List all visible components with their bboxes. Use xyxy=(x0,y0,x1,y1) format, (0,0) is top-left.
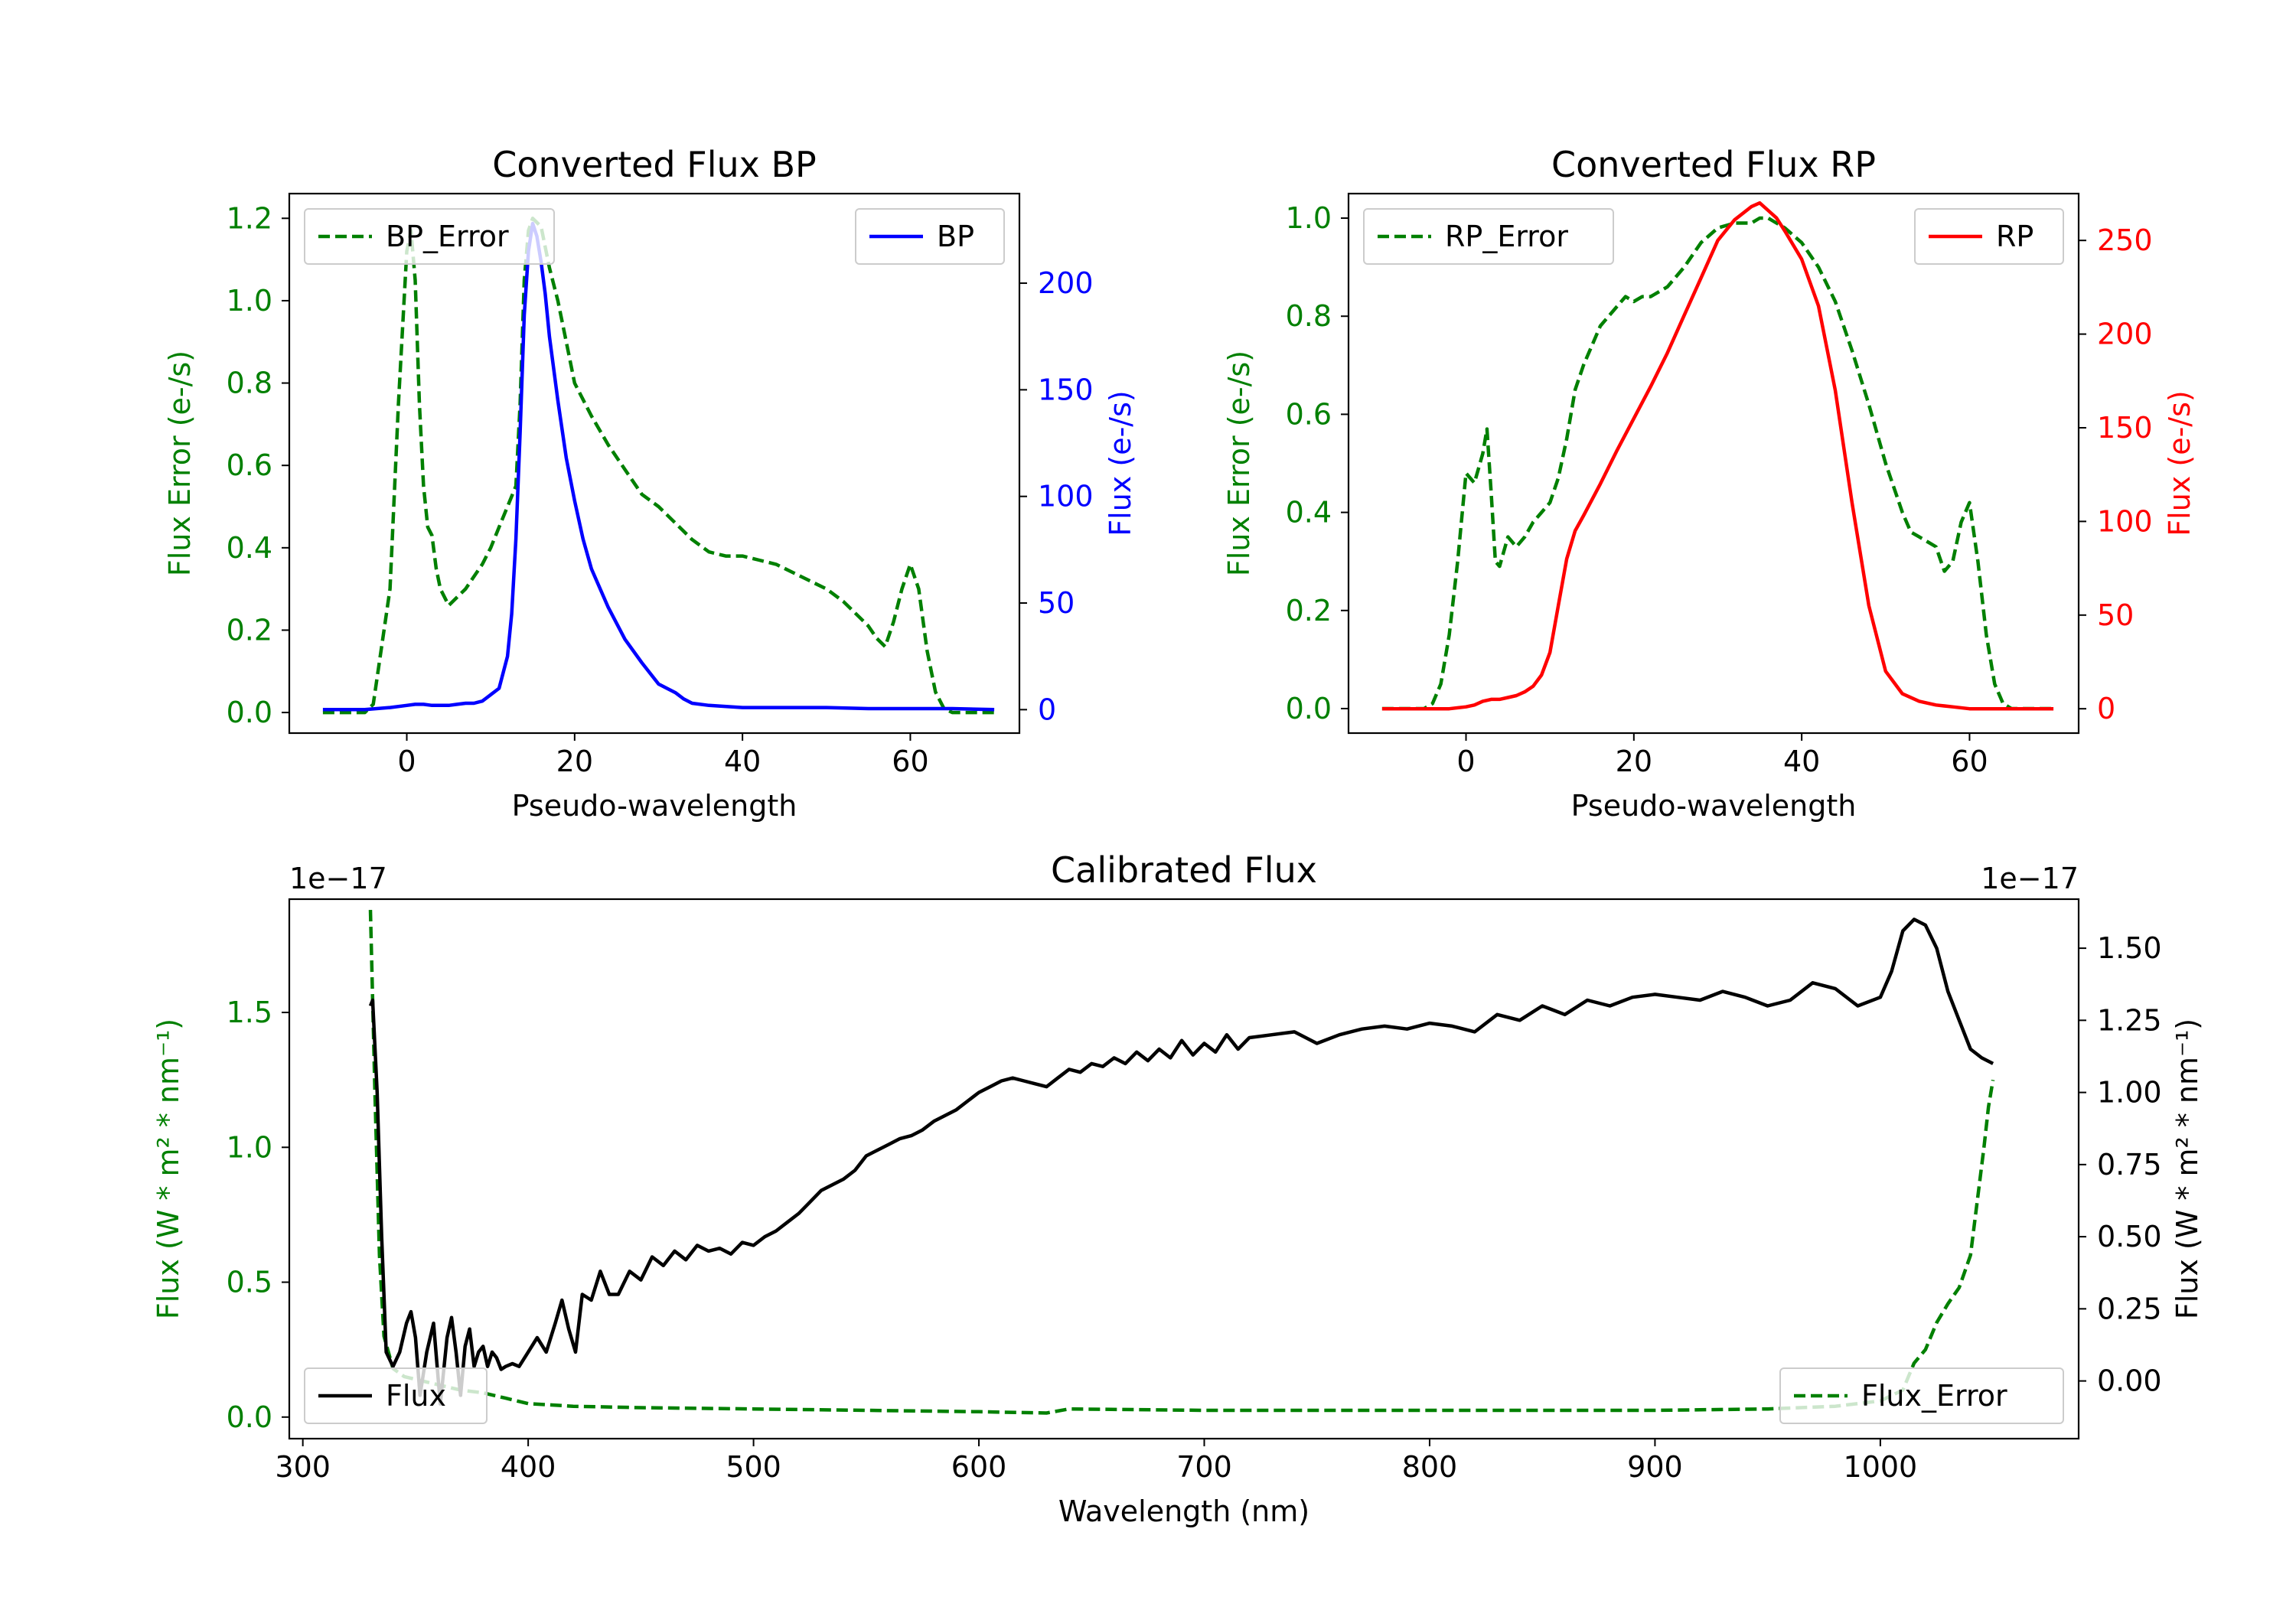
y-left-tick-label: 0.0 xyxy=(1286,692,1332,725)
y-left-tick-label: 1.5 xyxy=(227,996,272,1029)
legend-flux-error: Flux_Error xyxy=(1779,1367,2064,1424)
y-right-tick-label: 250 xyxy=(2097,223,2153,257)
y-left-tick-label: 0.2 xyxy=(1286,594,1332,627)
y-right-tick-label: 0 xyxy=(1038,693,1056,726)
legend-flux: Flux xyxy=(304,1367,488,1424)
legend-box xyxy=(1363,208,1614,265)
legend-label: RP_Error xyxy=(1445,220,1568,253)
y-right-tick-label: 0.25 xyxy=(2097,1292,2162,1325)
y-left-tick-label: 0.8 xyxy=(227,367,272,400)
y-right-tick-label: 150 xyxy=(2097,411,2153,445)
chart-3: 300 400 500 600 700 800 900 1000 0.0 0.5 1.0 1.5 0.0… xyxy=(152,849,2204,1528)
y-right-tick-label: 0.50 xyxy=(2097,1220,2162,1253)
x-tick-label: 1000 xyxy=(1844,1450,1918,1484)
series-line-rp xyxy=(1381,200,2054,711)
legend-label: BP xyxy=(937,220,974,253)
y-left-tick-label: 0.5 xyxy=(227,1266,272,1299)
y-left-tick-label: 1.0 xyxy=(227,284,272,318)
x-tick-label: 800 xyxy=(1402,1450,1458,1484)
legend-bp: BP xyxy=(855,208,1005,265)
chart-title: Converted Flux RP xyxy=(1551,144,1876,185)
y-right-tick-label: 0.00 xyxy=(2097,1364,2162,1398)
x-tick-label: 900 xyxy=(1627,1450,1683,1484)
x-tick-label: 40 xyxy=(1783,745,1820,778)
series-line-rp-error xyxy=(1381,216,2054,711)
series-line-bp-error xyxy=(322,217,995,715)
plot-frame xyxy=(1347,192,2080,735)
legend-rp-error: RP_Error xyxy=(1363,208,1614,265)
legend-box xyxy=(1914,208,2064,265)
legend-box xyxy=(1779,1367,2064,1424)
chart-2: 0 20 40 60 0.0 0.2 0.4 0.6 0.8 1.0 0 50 100 150 200 250… xyxy=(1222,144,2197,823)
y-right-tick-label: 0 xyxy=(2097,692,2115,725)
x-tick-label: 0 xyxy=(397,745,416,778)
legend-label: Flux xyxy=(386,1379,446,1413)
x-tick-label: 300 xyxy=(275,1450,331,1484)
y-right-axis-label: Flux (e-/s) xyxy=(1104,390,1137,536)
x-tick-label: 20 xyxy=(1616,745,1652,778)
y-left-tick-label: 0.0 xyxy=(227,1400,272,1434)
x-tick-label: 40 xyxy=(724,745,761,778)
legend-label: BP_Error xyxy=(386,220,509,253)
chart-title: Converted Flux BP xyxy=(492,144,817,185)
y-right-tick-label: 100 xyxy=(1038,480,1094,513)
y-left-tick-label: 1.0 xyxy=(1286,201,1332,235)
y-left-tick-label: 1.0 xyxy=(227,1130,272,1164)
legend-box xyxy=(304,1367,488,1424)
y-right-tick-label: 1.00 xyxy=(2097,1076,2162,1110)
y-right-tick-label: 50 xyxy=(1038,586,1075,620)
series-line-flux-error xyxy=(368,910,1995,1415)
chart-title: Calibrated Flux xyxy=(1051,849,1317,891)
x-tick-label: 500 xyxy=(726,1450,781,1484)
x-axis-label: Wavelength (nm) xyxy=(1058,1495,1309,1528)
x-tick-label: 60 xyxy=(892,745,928,778)
y-left-tick-label: 0.8 xyxy=(1286,299,1332,333)
series-line-flux xyxy=(368,918,1994,1407)
y-left-axis-label: Flux Error (e-/s) xyxy=(163,350,197,576)
x-axis-label: Pseudo-wavelength xyxy=(512,789,797,823)
x-axis-label: Pseudo-wavelength xyxy=(1571,789,1857,823)
y-left-tick-label: 0.2 xyxy=(227,613,272,647)
y-right-axis-label: Flux (e-/s) xyxy=(2163,390,2197,536)
legend-label: Flux_Error xyxy=(1861,1379,2007,1413)
legend-box xyxy=(855,208,1005,265)
y-right-tick-label: 1.50 xyxy=(2097,931,2162,965)
y-right-offset-text: 1e−17 xyxy=(1981,862,2079,895)
y-left-tick-label: 0.4 xyxy=(1286,496,1332,530)
y-left-axis-label: Flux (W * m² * nm⁻¹) xyxy=(152,1019,185,1319)
y-left-tick-label: 0.6 xyxy=(1286,397,1332,431)
legend-bp-error: BP_Error xyxy=(304,208,555,265)
y-right-tick-label: 200 xyxy=(2097,318,2153,351)
x-tick-label: 400 xyxy=(501,1450,556,1484)
x-tick-label: 600 xyxy=(951,1450,1007,1484)
y-left-offset-text: 1e−17 xyxy=(289,862,387,895)
plot-frame xyxy=(288,898,2080,1440)
x-tick-label: 700 xyxy=(1176,1450,1232,1484)
y-right-tick-label: 0.75 xyxy=(2097,1148,2162,1182)
y-left-tick-label: 1.2 xyxy=(227,201,272,235)
y-right-tick-label: 50 xyxy=(2097,598,2134,632)
chart-1: 0 20 40 60 0.0 0.2 0.4 0.6 0.8 1.0 1.2 0 50 100 150 200… xyxy=(163,144,1137,823)
legend-box xyxy=(304,208,555,265)
y-right-tick-label: 200 xyxy=(1038,266,1094,300)
y-left-tick-label: 0.6 xyxy=(227,448,272,482)
y-right-tick-label: 150 xyxy=(1038,373,1094,406)
x-tick-label: 20 xyxy=(556,745,593,778)
y-right-tick-label: 100 xyxy=(2097,504,2153,538)
y-right-axis-label: Flux (W * m² * nm⁻¹) xyxy=(2170,1019,2204,1319)
y-right-tick-label: 1.25 xyxy=(2097,1003,2162,1037)
y-left-tick-label: 0.0 xyxy=(227,696,272,729)
x-tick-label: 0 xyxy=(1456,745,1475,778)
x-tick-label: 60 xyxy=(1951,745,1988,778)
legend-rp: RP xyxy=(1914,208,2064,265)
legend-label: RP xyxy=(1996,220,2033,253)
plot-frame xyxy=(288,192,1021,735)
y-left-axis-label: Flux Error (e-/s) xyxy=(1222,350,1256,576)
y-left-tick-label: 0.4 xyxy=(227,531,272,565)
